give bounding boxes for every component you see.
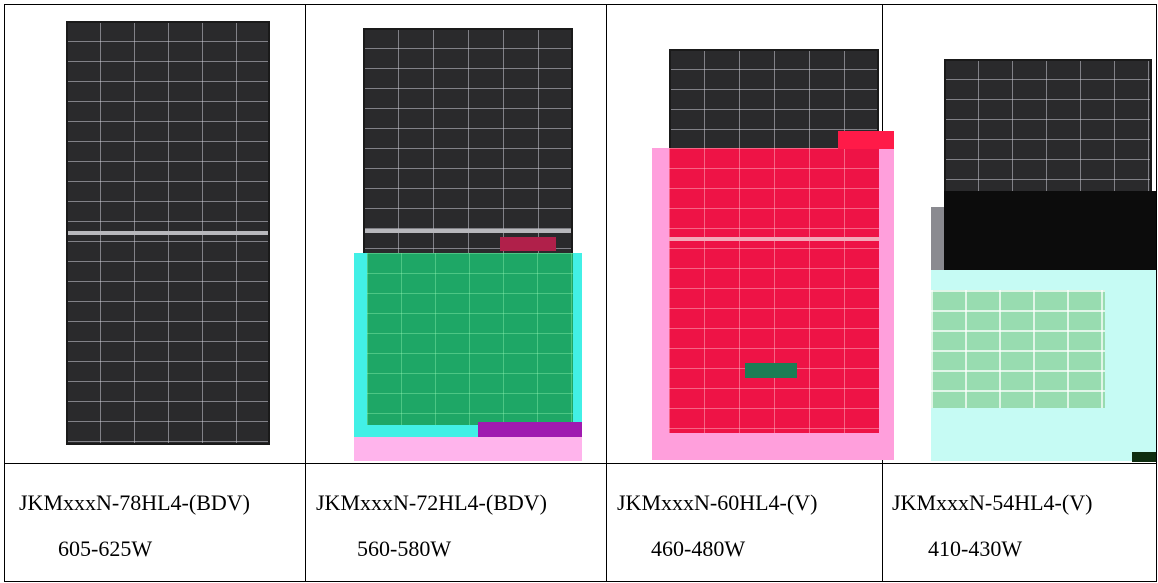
table-right-border xyxy=(1156,4,1157,582)
image-artifact xyxy=(354,437,582,461)
model-label: JKMxxxN-60HL4-(V) xyxy=(617,490,818,515)
model-label: JKMxxxN-54HL4-(V) xyxy=(892,490,1093,515)
image-artifact xyxy=(944,191,1156,279)
image-artifact xyxy=(669,148,879,433)
power-label: 560-580W xyxy=(357,536,452,561)
power-label: 460-480W xyxy=(651,536,746,561)
table-left-border xyxy=(4,4,5,582)
solar-panel-icon xyxy=(66,21,270,445)
power-label: 605-625W xyxy=(58,536,153,561)
image-artifact xyxy=(669,237,879,241)
image-artifact xyxy=(1132,452,1156,462)
model-label: JKMxxxN-78HL4-(BDV) xyxy=(19,490,250,515)
image-artifact xyxy=(745,363,797,378)
image-artifact xyxy=(931,207,945,283)
model-label: JKMxxxN-72HL4-(BDV) xyxy=(316,490,547,515)
power-label: 410-430W xyxy=(928,536,1023,561)
image-artifact xyxy=(500,237,556,251)
image-artifact xyxy=(838,131,894,149)
image-artifact xyxy=(931,290,1105,408)
table-row-divider xyxy=(4,463,1157,464)
table-col-divider xyxy=(606,4,607,582)
table-col-divider xyxy=(305,4,306,582)
image-artifact xyxy=(367,253,573,425)
table-top-border xyxy=(4,4,1157,5)
table-bottom-border xyxy=(4,581,1157,582)
image-artifact xyxy=(478,422,582,437)
